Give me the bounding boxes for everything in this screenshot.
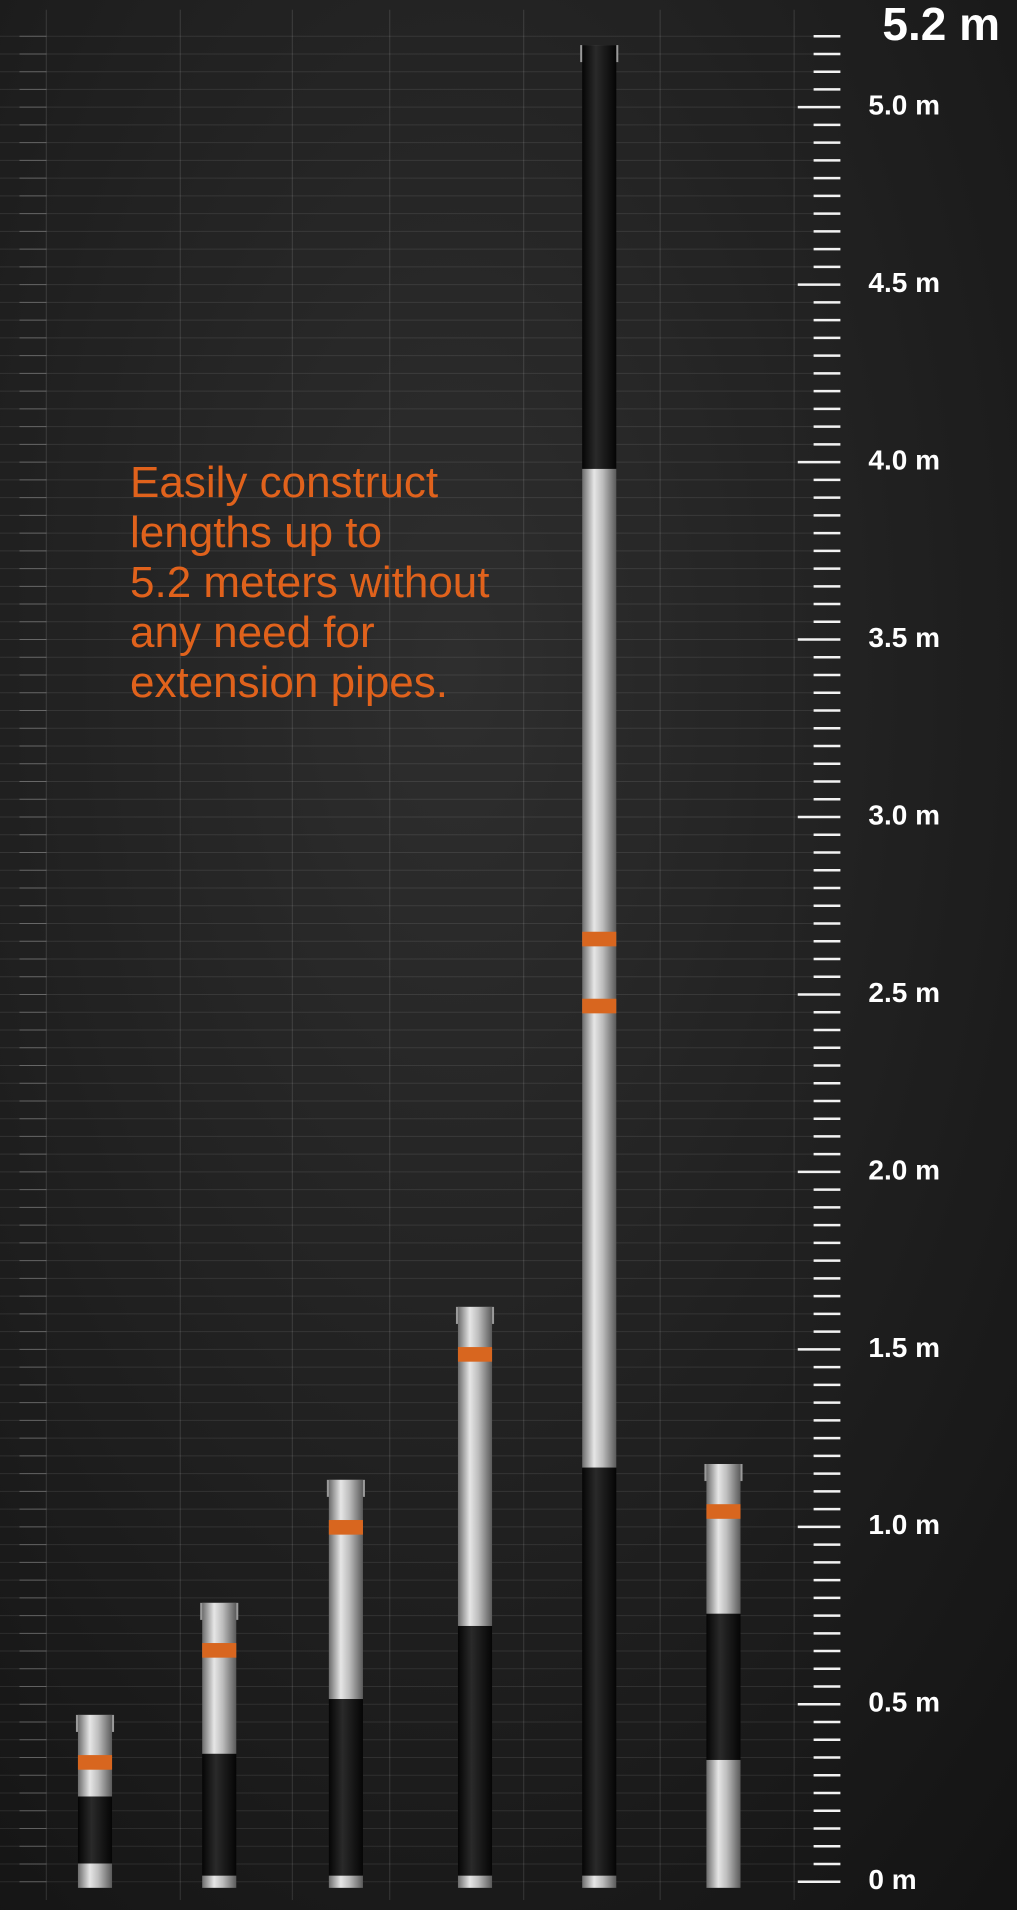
tool-badge xyxy=(582,999,616,1014)
tool-badge xyxy=(582,932,616,947)
background xyxy=(0,0,1017,1910)
ruler-label: 0 m xyxy=(868,1864,916,1895)
ruler-label: 3.0 m xyxy=(868,799,940,830)
tool-segment xyxy=(582,45,616,469)
ruler-label: 4.5 m xyxy=(868,267,940,298)
tool-badge xyxy=(202,1643,236,1658)
ruler-label: 1.5 m xyxy=(868,1332,940,1363)
tool-badge xyxy=(458,1347,492,1362)
headline-line: Easily construct xyxy=(130,458,438,507)
tool-segment xyxy=(582,469,616,1468)
tool-segment xyxy=(78,1796,112,1863)
tool-segment xyxy=(582,1876,616,1888)
headline-line: 5.2 meters without xyxy=(130,558,490,607)
tool-segment xyxy=(202,1876,236,1888)
ruler-label: 4.0 m xyxy=(868,444,940,475)
tool-segment xyxy=(582,1468,616,1876)
ruler-label: 0.5 m xyxy=(868,1687,940,1718)
tool-segment xyxy=(458,1626,492,1876)
tool-badge xyxy=(329,1520,363,1535)
tool-segment xyxy=(458,1876,492,1888)
tool-badge xyxy=(706,1504,740,1519)
ruler-label: 2.0 m xyxy=(868,1154,940,1185)
headline-line: any need for xyxy=(130,608,375,657)
headline-line: extension pipes. xyxy=(130,658,448,707)
tool-segment xyxy=(706,1464,740,1614)
tool-badge xyxy=(78,1755,112,1770)
infographic: 5.0 m 4.5 m 4.0 m 3.5 m 3.0 m 2.5 m 2.0 m 1.5 m… xyxy=(0,0,1017,1910)
ruler-label: 1.0 m xyxy=(868,1509,940,1540)
tool-segment xyxy=(329,1876,363,1888)
headline-line: lengths up to xyxy=(130,508,382,557)
page: 5.0 m 4.5 m 4.0 m 3.5 m 3.0 m 2.5 m 2.0 m 1.5 m… xyxy=(0,0,1017,1910)
ruler-label: 5.0 m xyxy=(868,90,940,121)
ruler-label: 2.5 m xyxy=(868,977,940,1008)
max-length-label: 5.2 m xyxy=(882,0,1000,50)
tool-segment xyxy=(78,1863,112,1887)
tool-segment xyxy=(706,1760,740,1888)
tool-segment xyxy=(329,1699,363,1876)
tool-segment xyxy=(706,1614,740,1760)
tool-segment xyxy=(202,1603,236,1754)
tool-segment xyxy=(329,1480,363,1699)
tool-segment xyxy=(202,1754,236,1876)
ruler-label: 3.5 m xyxy=(868,622,940,653)
